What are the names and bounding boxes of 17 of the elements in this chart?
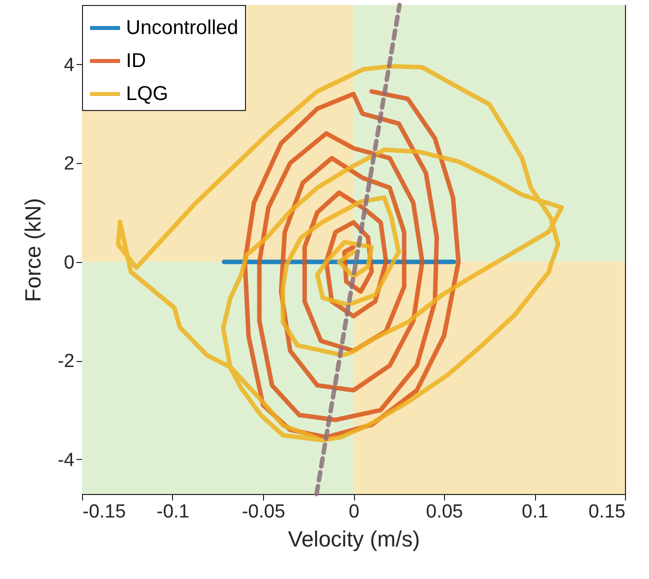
x-tick-label: 0.15 bbox=[588, 502, 626, 522]
legend-label: Uncontrolled bbox=[126, 17, 238, 39]
x-tick-label: 0.1 bbox=[522, 502, 548, 522]
x-tick-label: -0.1 bbox=[156, 502, 190, 522]
y-tick-label: 0 bbox=[64, 252, 74, 274]
x-tick-label: -0.05 bbox=[242, 502, 286, 522]
legend-label: ID bbox=[126, 50, 146, 72]
x-tick-label: -0.15 bbox=[82, 502, 126, 522]
y-tick-label: 2 bbox=[64, 154, 74, 175]
legend-label: LQG bbox=[126, 83, 168, 105]
x-axis-title: Velocity (m/s) bbox=[288, 526, 420, 552]
x-tick-label: 0 bbox=[348, 502, 360, 522]
y-tick-label: 4 bbox=[64, 54, 75, 76]
x-tick-label: 0.05 bbox=[426, 502, 463, 522]
y-tick-label: -2 bbox=[58, 351, 74, 372]
y-axis-title: Force (kN) bbox=[20, 198, 46, 302]
y-tick-label: -4 bbox=[58, 450, 75, 471]
